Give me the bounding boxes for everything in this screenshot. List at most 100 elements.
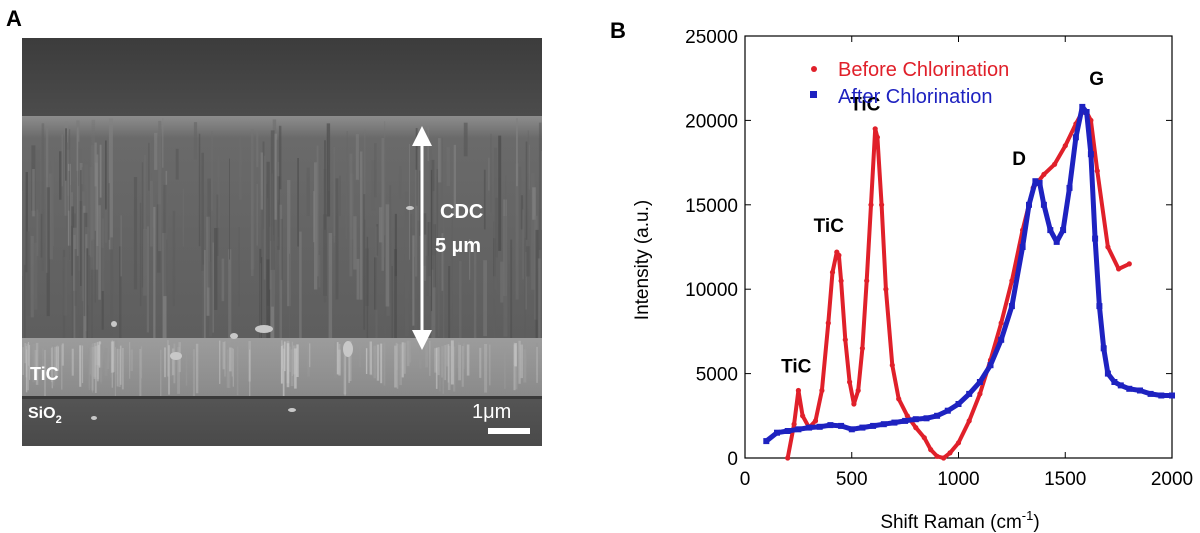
- sem-streak: [451, 211, 453, 338]
- sem-streak: [374, 143, 377, 198]
- scale-bar-label: 1μm: [472, 401, 511, 423]
- sem-streak: [192, 349, 195, 399]
- sem-streak: [379, 207, 383, 243]
- sem-streak: [91, 347, 94, 391]
- sem-streak: [504, 346, 506, 389]
- sem-streak: [535, 229, 539, 338]
- sem-streak: [182, 188, 184, 247]
- sem-streak: [395, 342, 398, 370]
- sem-streak: [217, 156, 220, 228]
- sem-streak: [520, 195, 524, 230]
- sem-streak: [256, 131, 259, 168]
- sem-streak: [469, 239, 471, 280]
- sem-streak: [99, 144, 102, 198]
- peak-label: TiC: [850, 95, 881, 116]
- sem-streak: [154, 132, 158, 170]
- sem-streak: [163, 184, 168, 297]
- sem-streak: [228, 249, 232, 338]
- x-axis-label: Shift Raman (cm-1): [880, 508, 1039, 533]
- sem-streak: [271, 235, 274, 307]
- sem-streak: [119, 345, 122, 385]
- sem-streak: [280, 218, 283, 280]
- sem-streak: [381, 138, 384, 271]
- sem-streak: [110, 341, 114, 373]
- sem-streak: [150, 180, 153, 247]
- sem-streak: [208, 261, 212, 337]
- sem-streak: [383, 342, 386, 386]
- sem-streak: [120, 215, 122, 277]
- x-tick-label: 0: [740, 469, 751, 490]
- sem-streak: [36, 209, 39, 256]
- sem-streak: [204, 250, 206, 338]
- sem-streak: [44, 349, 46, 399]
- sem-streak: [172, 348, 175, 376]
- sem-streak: [211, 130, 213, 211]
- sem-streak: [326, 123, 331, 217]
- sem-streak: [207, 178, 211, 288]
- sem-streak: [229, 347, 232, 372]
- sem-streak: [541, 151, 542, 230]
- sem-streak: [108, 118, 113, 250]
- sem-streak: [94, 346, 97, 393]
- x-tick-label: 1500: [1044, 469, 1086, 490]
- sem-streak: [525, 343, 527, 367]
- sem-streak: [111, 341, 115, 372]
- sem-streak: [249, 349, 251, 398]
- sem-streak: [461, 346, 464, 387]
- sem-streak: [164, 347, 166, 378]
- peak-label: G: [1089, 69, 1104, 90]
- sem-streak: [219, 340, 221, 384]
- sem-streak: [167, 340, 169, 377]
- sem-streak: [92, 343, 94, 393]
- sem-streak: [282, 348, 285, 397]
- sem-streak: [425, 343, 428, 368]
- sem-streak: [267, 198, 269, 310]
- sem-streak: [42, 348, 44, 379]
- peak-label: TiC: [781, 357, 812, 378]
- sem-streak: [173, 343, 176, 384]
- sem-streak: [94, 162, 98, 270]
- sem-streak: [399, 344, 402, 386]
- sem-streak: [90, 145, 95, 270]
- sem-streak: [86, 248, 89, 338]
- sem-streak: [45, 127, 49, 273]
- sem-streak: [394, 249, 397, 338]
- sem-streak: [195, 343, 199, 394]
- sem-streak: [221, 258, 225, 302]
- sem-streak: [61, 134, 63, 187]
- sem-streak: [94, 142, 97, 187]
- sem-streak: [356, 258, 360, 300]
- sem-streak: [104, 348, 108, 376]
- sem-streak: [515, 163, 519, 300]
- sem-streak: [385, 204, 390, 307]
- x-tick-label: 1000: [937, 469, 979, 490]
- sem-streak: [349, 173, 354, 240]
- sem-streak: [510, 239, 513, 338]
- sem-streak: [430, 159, 435, 270]
- sem-streak: [516, 118, 518, 187]
- y-tick-label: 25000: [685, 30, 738, 48]
- sem-streak: [100, 340, 102, 384]
- sem-streak: [153, 206, 156, 338]
- peak-annotations: TiC TiC TiC D G: [781, 69, 1104, 378]
- sem-streak: [373, 345, 377, 379]
- sem-streak: [424, 234, 427, 281]
- series-before-chlorination: [785, 109, 1132, 461]
- sem-streak: [214, 228, 218, 310]
- sem-streak: [114, 347, 116, 397]
- sem-streak: [490, 133, 492, 213]
- sem-streak: [448, 266, 451, 338]
- sem-streak: [431, 255, 436, 338]
- sem-streak: [453, 346, 456, 392]
- sem-particles: [91, 206, 414, 420]
- sem-streak: [466, 344, 470, 376]
- sem-streak: [35, 342, 39, 385]
- sem-streak: [440, 137, 443, 210]
- sem-streak: [51, 156, 55, 247]
- sem-streak: [32, 169, 35, 217]
- sem-streak: [175, 148, 179, 180]
- sem-streak: [22, 347, 24, 375]
- sem-streak: [297, 158, 299, 247]
- sem-streak: [231, 347, 233, 377]
- sem-streak: [513, 344, 516, 391]
